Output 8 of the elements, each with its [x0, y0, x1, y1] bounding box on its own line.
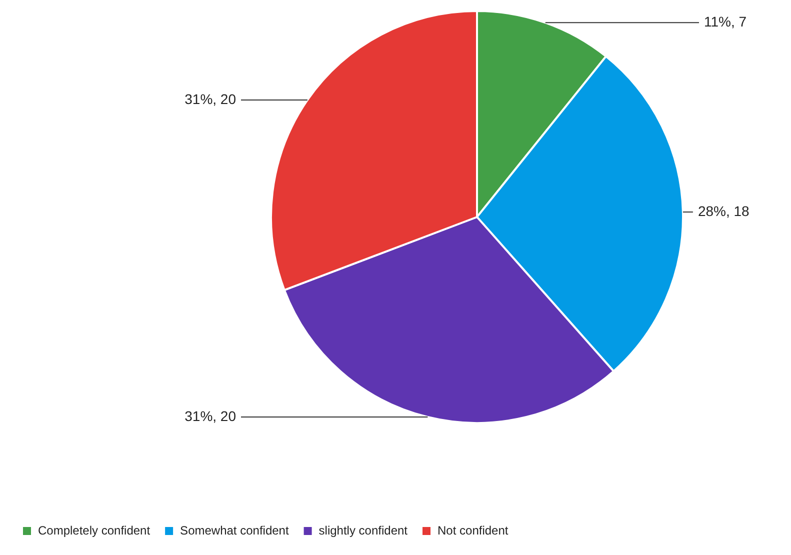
data-label: 11%, 7 — [704, 14, 747, 30]
data-label: 31%, 20 — [184, 408, 236, 424]
legend-label: Completely confident — [38, 523, 151, 538]
legend-label: Not confident — [438, 523, 509, 538]
data-label: 28%, 18 — [698, 202, 750, 219]
legend-label: slightly confident — [318, 523, 408, 538]
data-label: 31%, 20 — [184, 90, 236, 107]
legend-label: Somewhat confident — [180, 523, 290, 538]
